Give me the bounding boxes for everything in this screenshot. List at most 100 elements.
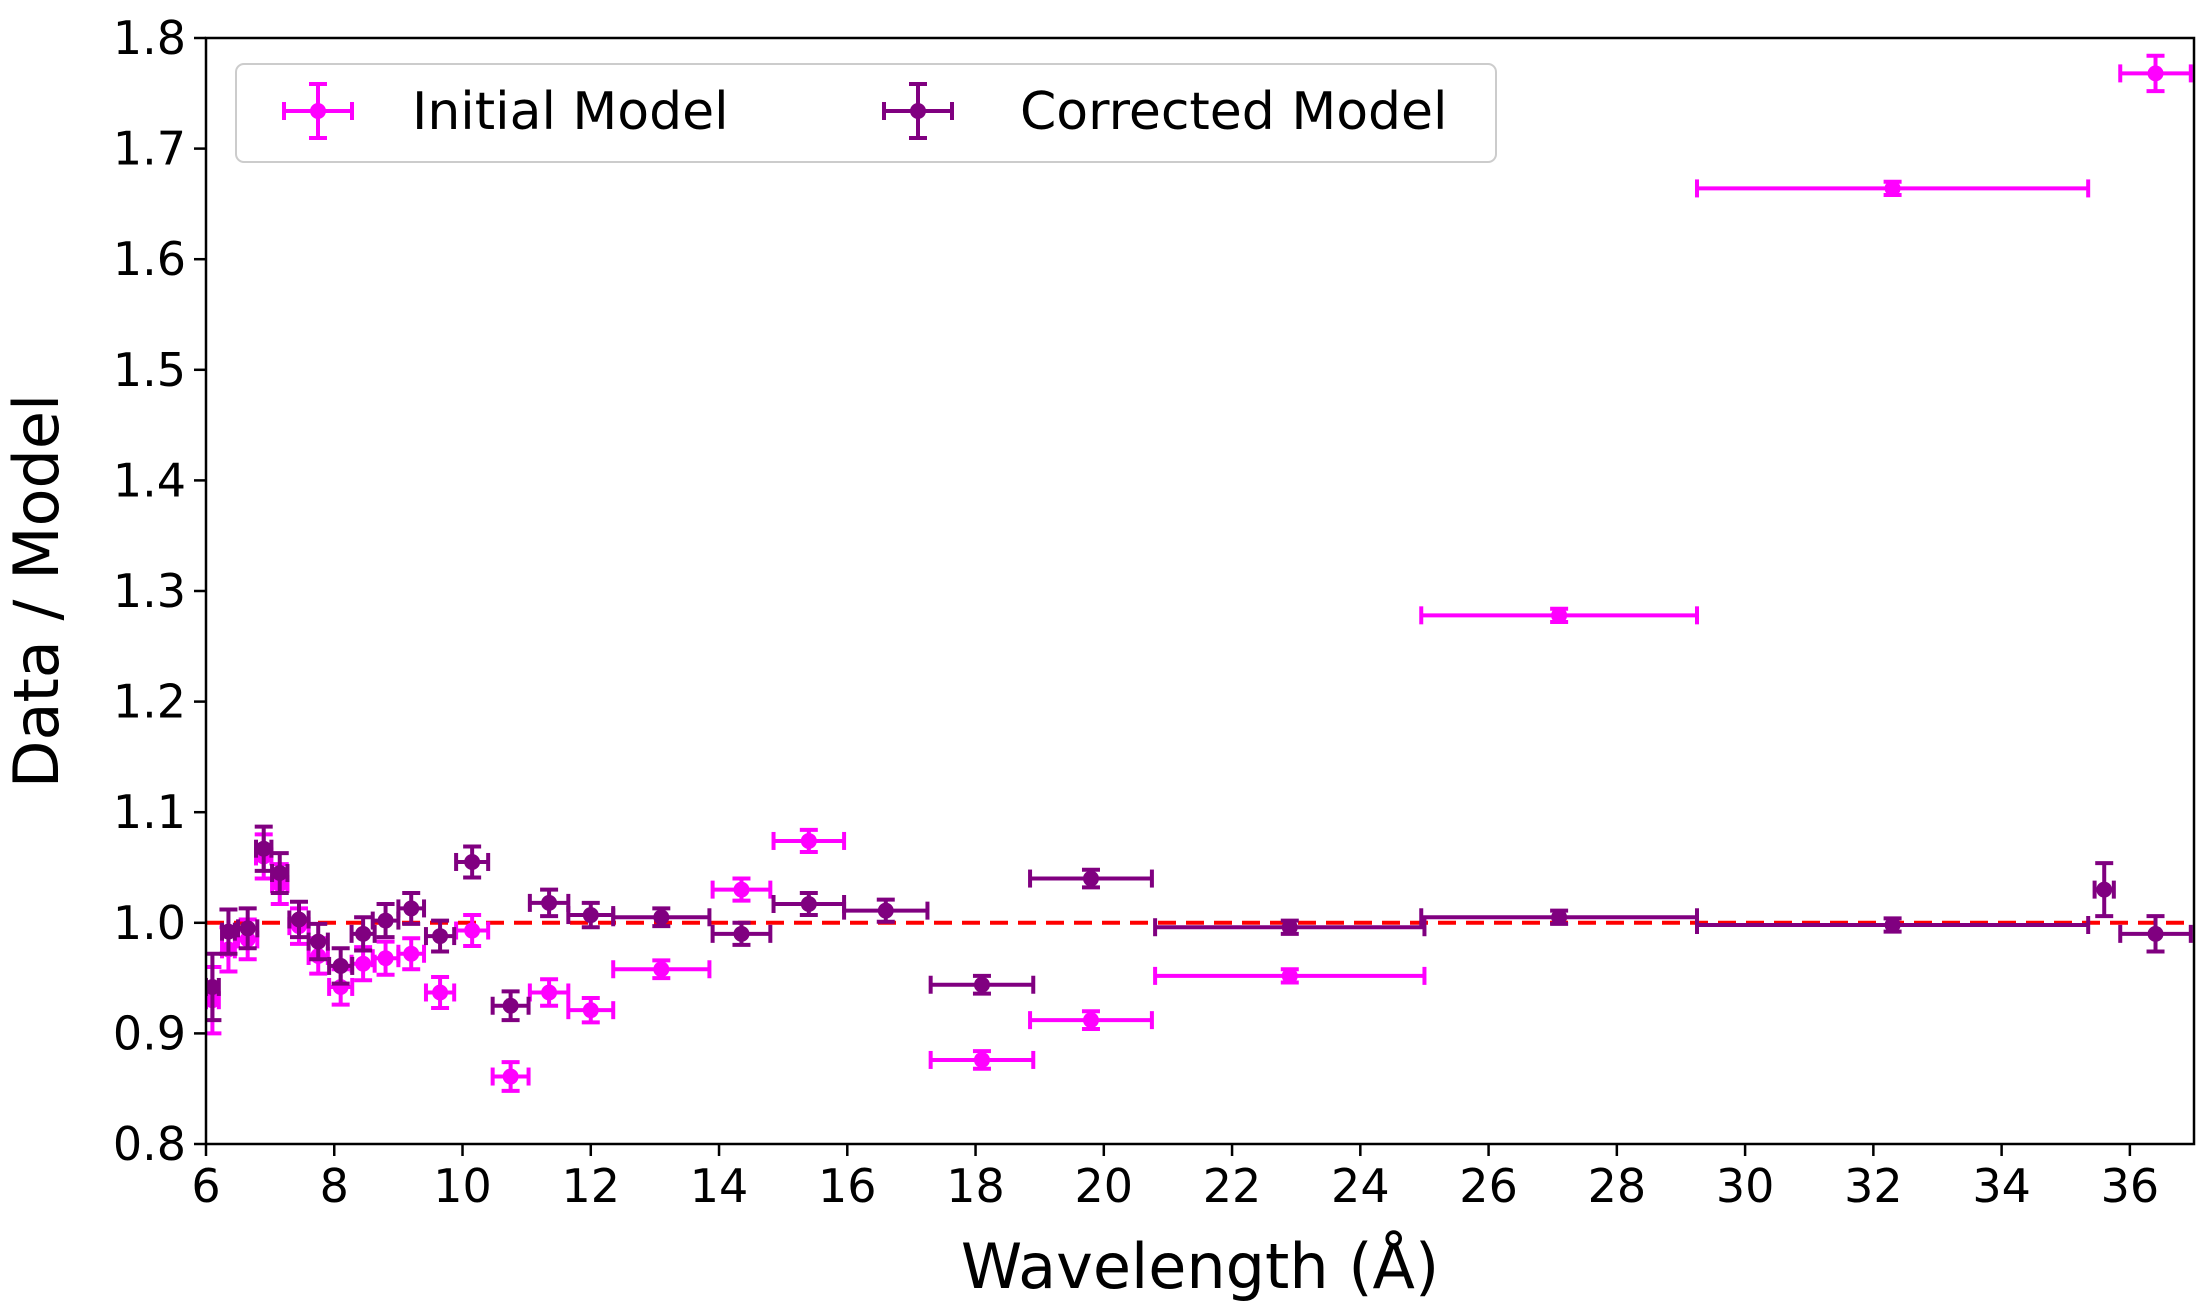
y-tick-label: 1.2 [113, 675, 186, 729]
data-point-marker [800, 895, 817, 912]
x-tick-label: 8 [320, 1159, 349, 1213]
data-point-marker [1082, 1012, 1099, 1029]
data-layer [206, 53, 2193, 1093]
data-point-marker [332, 957, 349, 974]
data-point-marker [310, 933, 327, 950]
data-point [527, 887, 571, 919]
data-point [2118, 914, 2193, 954]
data-point-marker [973, 1051, 990, 1068]
data-point-marker [1884, 917, 1901, 934]
data-point-marker [502, 1068, 519, 1085]
data-point-marker [1551, 909, 1568, 926]
data-point-marker [355, 925, 372, 942]
data-point-marker [403, 945, 420, 962]
data-point-marker [733, 925, 750, 942]
y-tick-label: 1.0 [113, 896, 186, 950]
data-point-marker [403, 900, 420, 917]
data-point-marker [502, 997, 519, 1014]
data-point-marker [1281, 967, 1298, 984]
data-point [1695, 916, 2091, 935]
data-point-marker [377, 912, 394, 929]
series-corrected-model [206, 824, 2193, 1023]
data-point [236, 906, 260, 951]
data-point-marker [653, 961, 670, 978]
x-tick-label: 6 [191, 1159, 220, 1213]
data-point-marker [464, 853, 481, 870]
data-point-marker [910, 103, 926, 119]
data-point [490, 1060, 531, 1093]
data-point-marker [290, 911, 307, 928]
data-point-marker [541, 894, 558, 911]
data-point-marker [800, 832, 817, 849]
data-point [270, 851, 290, 895]
data-point [1028, 1009, 1154, 1031]
data-point-marker [255, 840, 272, 857]
data-point-marker [877, 902, 894, 919]
data-point-marker [1551, 607, 1568, 624]
data-point-marker [355, 955, 372, 972]
data-point [219, 907, 238, 956]
legend-label-initial-model: Initial Model [412, 82, 729, 142]
data-point [287, 899, 311, 940]
series-initial-model [206, 53, 2193, 1093]
x-tick-label: 12 [562, 1159, 621, 1213]
y-tick-label: 0.8 [113, 1117, 186, 1171]
data-point [928, 973, 1036, 996]
data-point-marker [432, 928, 449, 945]
x-tick-label: 10 [433, 1159, 492, 1213]
data-point-marker [1082, 870, 1099, 887]
data-point-marker [2096, 881, 2113, 898]
data-point [1028, 867, 1154, 890]
x-tick-label: 16 [818, 1159, 877, 1213]
x-tick-label: 32 [1844, 1159, 1903, 1213]
data-point [490, 989, 531, 1023]
data-point-marker [973, 976, 990, 993]
data-point-marker [733, 881, 750, 898]
legend-handle-glyph [282, 82, 354, 140]
data-point [396, 936, 427, 972]
y-axis-label: Data / Model [0, 394, 73, 789]
data-point [454, 913, 491, 949]
data-point-marker [220, 923, 237, 940]
data-point-marker [271, 865, 288, 882]
data-point-marker [1281, 919, 1298, 936]
data-point-marker [239, 920, 256, 937]
data-point [1419, 908, 1699, 927]
data-point [1695, 179, 2091, 198]
x-tick-label: 20 [1075, 1159, 1134, 1213]
x-axis-label: Wavelength (Å) [961, 1230, 1439, 1302]
data-point [2092, 861, 2116, 919]
y-axis-ticks: 0.8 0.9 1.0 1.1 1.2 1.3 1.4 1.5 1.6 1.7 1.8 [113, 11, 206, 1171]
data-point [527, 977, 571, 1008]
x-tick-label: 28 [1588, 1159, 1647, 1213]
y-tick-label: 1.4 [113, 453, 186, 507]
data-point [1153, 918, 1427, 937]
data-point-marker [432, 984, 449, 1001]
data-point [611, 906, 712, 929]
data-point [396, 890, 427, 926]
data-point-marker [541, 984, 558, 1001]
data-point [1153, 966, 1427, 985]
y-tick-label: 1.1 [113, 785, 186, 839]
data-point-marker [377, 950, 394, 967]
data-point [771, 827, 847, 855]
data-point [611, 958, 712, 981]
data-point-marker [464, 922, 481, 939]
data-point-marker [1884, 180, 1901, 197]
legend-handle-glyph [882, 82, 954, 140]
y-tick-label: 1.8 [113, 11, 186, 65]
data-point [710, 876, 773, 903]
x-tick-label: 36 [2101, 1159, 2160, 1213]
data-point [423, 918, 457, 954]
legend-frame [235, 63, 1497, 163]
y-tick-label: 0.9 [113, 1006, 186, 1060]
data-point-marker [582, 907, 599, 924]
data-point-marker [653, 909, 670, 926]
x-axis-ticks: 6 8 10 12 14 16 18 20 22 24 26 28 30 32 34 36 [191, 1144, 2159, 1213]
x-tick-label: 34 [1972, 1159, 2031, 1213]
data-point [454, 844, 491, 880]
data-point-marker [2147, 925, 2164, 942]
data-point-marker [206, 978, 221, 995]
data-point [566, 996, 616, 1025]
